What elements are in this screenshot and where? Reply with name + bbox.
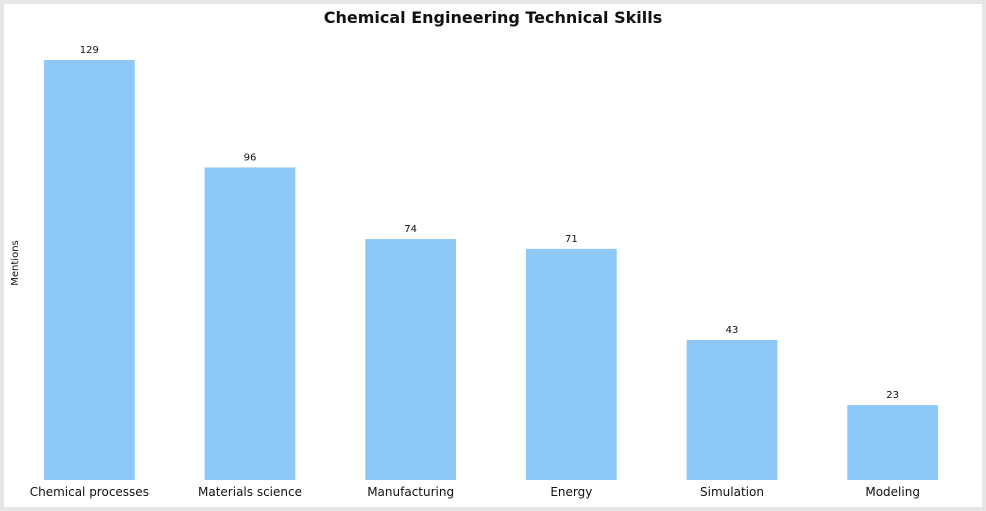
bar-materials-science: [204, 167, 296, 480]
x-tick-modeling: Modeling: [865, 485, 920, 499]
x-tick-chemical-processes: Chemical processes: [30, 485, 149, 499]
data-label-materials-science: 96: [244, 152, 257, 163]
x-tick-energy: Energy: [550, 485, 592, 499]
chart-title: Chemical Engineering Technical Skills: [324, 8, 662, 27]
data-label-chemical-processes: 129: [80, 45, 99, 56]
data-label-simulation: 43: [726, 325, 739, 336]
x-tick-manufacturing: Manufacturing: [367, 485, 454, 499]
data-label-manufacturing: 74: [404, 224, 417, 235]
bar-chemical-processes: [43, 60, 135, 480]
x-tick-materials-science: Materials science: [198, 485, 302, 499]
bar-chart: Chemical Engineering Technical Skills Me…: [10, 8, 939, 499]
bar-manufacturing: [365, 239, 457, 480]
data-label-modeling: 23: [886, 390, 899, 401]
x-tick-simulation: Simulation: [700, 485, 764, 499]
x-tick-labels-group: Chemical processes Materials science Manuf…: [30, 485, 920, 499]
bars-group: [43, 60, 939, 480]
chart-frame: Chemical Engineering Technical Skills Me…: [4, 4, 982, 507]
y-axis-label: Mentions: [10, 240, 21, 285]
data-label-energy: 71: [565, 234, 578, 245]
bar-simulation: [686, 340, 778, 480]
bar-modeling: [847, 405, 939, 480]
bar-energy: [525, 248, 617, 480]
data-labels-group: 129 96 74 71 43 23: [80, 45, 899, 401]
